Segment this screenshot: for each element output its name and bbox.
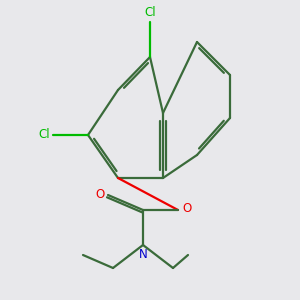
Text: Cl: Cl (144, 6, 156, 19)
Text: O: O (182, 202, 191, 215)
Text: O: O (96, 188, 105, 200)
Text: N: N (139, 248, 147, 261)
Text: Cl: Cl (38, 128, 50, 142)
